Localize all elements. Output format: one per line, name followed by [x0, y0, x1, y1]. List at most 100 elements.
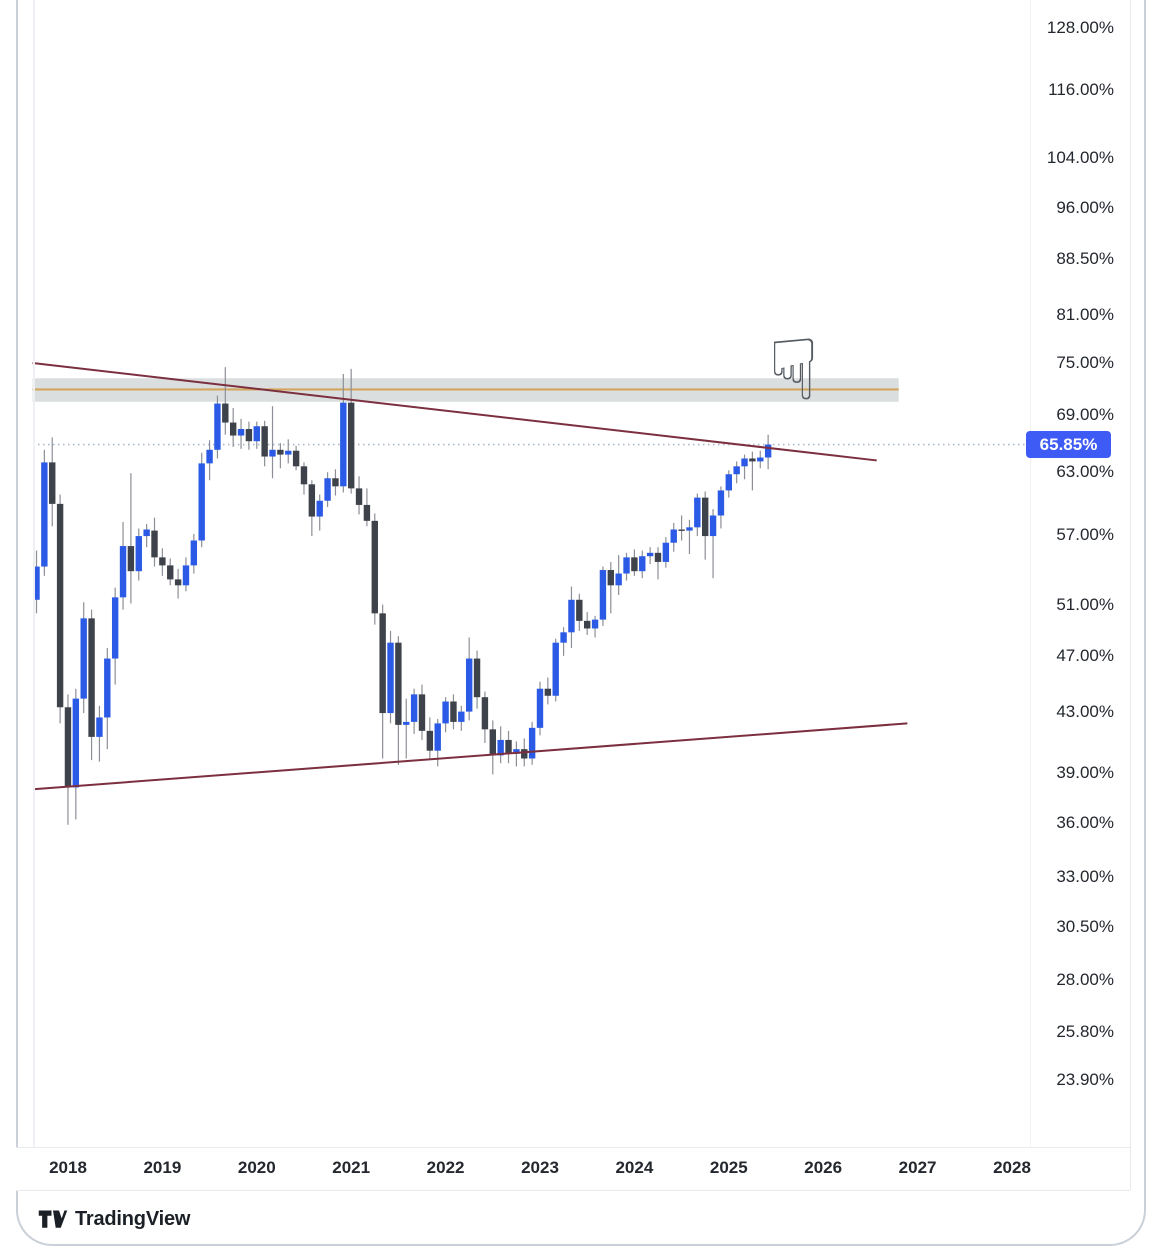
candle-body — [371, 520, 378, 614]
candle-body — [418, 694, 426, 731]
candle-body — [41, 462, 48, 567]
year-tick-label: 2027 — [898, 1158, 937, 1177]
candle-body — [363, 504, 371, 521]
candle-body — [678, 529, 685, 531]
candle-body — [591, 619, 599, 629]
candle-body — [576, 599, 583, 621]
candle-body — [104, 658, 111, 718]
candle-body — [521, 749, 528, 759]
candle-body — [741, 458, 748, 467]
tradingview-logo-icon — [38, 1210, 68, 1228]
descending-trendline[interactable] — [32, 361, 877, 462]
candle-body — [709, 515, 717, 537]
ascending-trendline[interactable] — [34, 722, 908, 791]
candle-body — [607, 570, 614, 586]
candle-body — [544, 688, 552, 696]
candle-body — [497, 739, 504, 756]
candle-body — [599, 570, 607, 620]
candle-body — [536, 688, 544, 728]
candle-body — [245, 429, 253, 442]
candle-body — [623, 557, 630, 574]
candle-body — [568, 599, 575, 633]
candle-body — [80, 618, 87, 699]
hand-pointing-down-icon[interactable]: ☟ — [768, 321, 819, 419]
candle-body — [206, 449, 213, 464]
price-tick-label: 57.00% — [1056, 524, 1114, 544]
candle-body — [347, 402, 355, 489]
candle-body — [174, 579, 182, 586]
candle-body — [654, 552, 662, 562]
candle-body — [214, 403, 221, 450]
year-tick-label: 2028 — [993, 1158, 1031, 1177]
current-price-label: 65.85% — [1026, 431, 1111, 458]
price-tick-label: 88.50% — [1056, 249, 1114, 269]
candle-body — [340, 402, 347, 487]
year-tick-label: 2026 — [804, 1158, 843, 1177]
price-tick-label: 81.00% — [1056, 304, 1114, 324]
candle-body — [190, 540, 198, 566]
candle-body — [198, 463, 205, 541]
price-tick-label: 104.00% — [1046, 148, 1114, 168]
candle-body — [694, 497, 701, 528]
price-tick-label: 39.00% — [1056, 762, 1114, 782]
candle-body — [111, 597, 119, 659]
price-tick-label: 116.00% — [1048, 79, 1114, 99]
price-tick-label: 63.00% — [1056, 462, 1114, 482]
price-tick-label: 36.00% — [1056, 812, 1114, 832]
candle-body — [686, 527, 693, 531]
candle-body — [56, 503, 64, 708]
chart-card — [16, 0, 1146, 1246]
candle-body — [49, 462, 56, 504]
price-tick-label: 30.50% — [1056, 916, 1114, 936]
candle-body — [285, 450, 292, 455]
price-tick-label: 128.00% — [1046, 18, 1114, 37]
candle-body — [489, 729, 496, 756]
candle-body — [403, 721, 410, 725]
candle-body — [332, 478, 339, 487]
price-scale-axis[interactable]: 128.00% 116.00% 104.00% 96.00% 88.50% 81.00% 7… — [1031, 0, 1130, 1147]
candle-body — [253, 426, 260, 442]
candle-body — [229, 422, 237, 436]
candle-body — [662, 542, 670, 562]
candle-body — [261, 426, 268, 457]
candle-body — [88, 618, 95, 737]
candle-body — [749, 458, 756, 462]
year-tick-label: 2018 — [49, 1158, 87, 1177]
time-scale-axis[interactable]: 2018 2019 2020 2021 2022 2023 2024 2025 2026 2027… — [16, 1148, 1130, 1190]
candle-body — [733, 466, 740, 475]
price-tick-label: 43.00% — [1056, 701, 1114, 721]
candle-body — [292, 450, 300, 467]
candle-body — [410, 694, 418, 722]
attribution-top-border — [16, 1190, 1130, 1191]
candle-body — [528, 727, 536, 759]
candle-body — [757, 457, 764, 462]
candle-body — [395, 642, 402, 725]
candle-body — [64, 707, 72, 788]
year-tick-label: 2023 — [521, 1158, 559, 1177]
candle-body — [135, 536, 142, 572]
candle-body — [387, 642, 394, 714]
candle-body — [764, 444, 772, 458]
candle-body — [513, 749, 520, 754]
tradingview-logo-text: TradingView — [75, 1207, 191, 1230]
candle-body — [560, 632, 567, 643]
pane-left-border — [33, 0, 35, 1147]
price-tick-label: 28.00% — [1056, 970, 1114, 990]
candlestick-chart-pane[interactable]: ☟ — [0, 0, 1162, 1147]
candle-body — [96, 717, 103, 737]
pane-right-border — [1030, 0, 1031, 1147]
candle-body — [465, 658, 473, 712]
candle-body — [277, 449, 284, 455]
candle-body — [615, 573, 622, 586]
candle-body — [442, 701, 449, 724]
year-tick-label: 2020 — [237, 1158, 276, 1177]
year-tick-label: 2025 — [709, 1158, 748, 1177]
candle-body — [72, 698, 80, 788]
candle-body — [434, 723, 441, 751]
tradingview-attribution[interactable]: TradingView — [38, 1203, 190, 1235]
candle-body — [143, 529, 150, 537]
price-tick-label: 69.00% — [1056, 405, 1114, 425]
candle-body — [481, 697, 489, 730]
candle-body — [159, 557, 166, 566]
candle-body — [639, 556, 646, 572]
